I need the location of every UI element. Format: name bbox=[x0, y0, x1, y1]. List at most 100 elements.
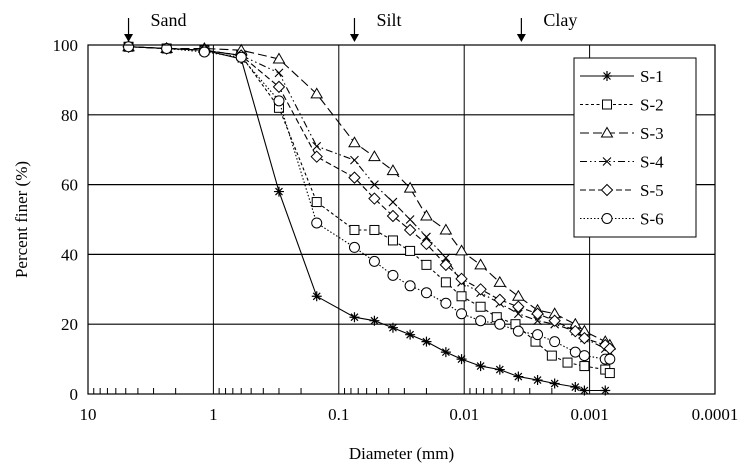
data-point bbox=[602, 99, 612, 110]
region-annotations: Sand Silt Clay bbox=[124, 10, 577, 42]
data-point bbox=[579, 385, 590, 396]
data-point bbox=[456, 308, 468, 320]
data-point bbox=[404, 280, 416, 292]
x-tick-label: 0.001 bbox=[570, 405, 608, 424]
y-tick-label: 100 bbox=[53, 36, 79, 55]
data-point bbox=[161, 42, 173, 54]
data-point bbox=[405, 215, 415, 224]
data-point bbox=[349, 224, 360, 235]
series-s-2 bbox=[123, 41, 615, 379]
data-point bbox=[546, 350, 557, 361]
data-point bbox=[272, 80, 286, 94]
legend-item: S-5 bbox=[580, 181, 664, 200]
data-point bbox=[386, 164, 400, 176]
data-point bbox=[456, 354, 467, 365]
data-point bbox=[475, 361, 486, 372]
tick-labels: 0 20 40 60 80 100 10 1 0.1 0.01 0.001 0.0001 bbox=[53, 36, 739, 424]
data-point bbox=[273, 186, 284, 197]
data-point bbox=[494, 318, 506, 330]
y-tick-label: 0 bbox=[70, 385, 79, 404]
data-point bbox=[474, 258, 487, 270]
data-point bbox=[475, 301, 486, 312]
series-line bbox=[128, 46, 611, 374]
x-axis-title: Diameter (mm) bbox=[349, 444, 454, 463]
data-point bbox=[387, 235, 398, 246]
data-point bbox=[548, 314, 561, 327]
data-point bbox=[311, 217, 323, 229]
data-point bbox=[493, 275, 507, 287]
data-point bbox=[531, 307, 544, 320]
y-tick-label: 20 bbox=[61, 315, 78, 334]
data-point bbox=[532, 329, 544, 341]
legend-item: S-3 bbox=[580, 124, 664, 143]
series-line bbox=[128, 46, 611, 353]
region-label: Clay bbox=[543, 10, 577, 30]
x-tick-label: 1 bbox=[209, 405, 218, 424]
x-tick-label: 10 bbox=[80, 405, 97, 424]
data-point bbox=[388, 197, 398, 207]
data-point bbox=[493, 293, 507, 306]
data-point bbox=[311, 291, 322, 302]
data-point bbox=[440, 277, 451, 288]
data-point bbox=[600, 183, 614, 197]
data-point bbox=[235, 51, 247, 63]
series-s-6 bbox=[123, 41, 616, 365]
series-s-3 bbox=[122, 40, 617, 350]
data-point bbox=[455, 272, 468, 286]
data-point bbox=[474, 283, 487, 296]
data-point bbox=[439, 223, 453, 235]
data-point bbox=[533, 316, 542, 326]
data-point bbox=[420, 237, 433, 251]
data-point bbox=[310, 150, 323, 163]
data-point bbox=[310, 87, 324, 99]
data-point bbox=[387, 322, 398, 333]
data-point bbox=[349, 312, 360, 323]
legend-item: S-2 bbox=[580, 96, 664, 115]
data-point bbox=[578, 331, 591, 345]
data-point bbox=[604, 353, 616, 365]
data-point bbox=[440, 347, 451, 358]
legend-label: S-6 bbox=[640, 210, 664, 229]
data-point bbox=[312, 141, 322, 151]
region-arrow-head bbox=[124, 34, 134, 42]
data-point bbox=[475, 315, 487, 327]
data-point bbox=[456, 291, 467, 302]
data-point bbox=[348, 241, 360, 253]
data-point bbox=[600, 126, 614, 138]
data-point bbox=[570, 382, 581, 393]
legend-item: S-1 bbox=[580, 67, 664, 86]
data-point bbox=[532, 375, 543, 386]
data-point bbox=[511, 289, 525, 301]
plot-frame bbox=[87, 44, 716, 395]
data-point bbox=[512, 300, 525, 313]
region-label: Sand bbox=[151, 10, 187, 30]
y-tick-label: 40 bbox=[61, 245, 78, 264]
legend: S-1 S-2 S-3 S-4 S-5 S-6 bbox=[573, 57, 697, 238]
grid-lines bbox=[88, 45, 715, 394]
data-point bbox=[350, 155, 359, 165]
legend-item: S-4 bbox=[580, 153, 664, 172]
data-point bbox=[569, 324, 582, 338]
y-axis-title: Percent finer (%) bbox=[12, 161, 31, 278]
x-tick-label: 0.1 bbox=[328, 405, 349, 424]
series-layer bbox=[122, 40, 617, 396]
data-point bbox=[604, 368, 615, 379]
data-point bbox=[562, 357, 573, 368]
data-point bbox=[405, 329, 416, 340]
data-point bbox=[369, 224, 380, 235]
data-point bbox=[420, 287, 432, 299]
data-point bbox=[368, 192, 381, 205]
data-point bbox=[455, 244, 468, 256]
data-point bbox=[405, 245, 416, 256]
data-point bbox=[369, 315, 380, 326]
data-point bbox=[421, 259, 432, 270]
data-point bbox=[513, 309, 523, 319]
data-point bbox=[274, 68, 284, 78]
y-tick-label: 60 bbox=[61, 176, 78, 195]
series-line bbox=[128, 46, 611, 346]
data-point bbox=[494, 364, 505, 375]
data-point bbox=[600, 385, 611, 396]
data-point bbox=[549, 378, 560, 389]
data-point bbox=[403, 223, 417, 237]
